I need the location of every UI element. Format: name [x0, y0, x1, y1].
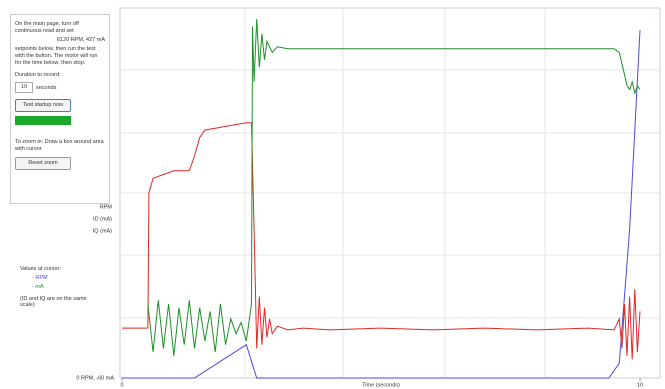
cursor-rpm: - RPM [32, 275, 48, 281]
x-axis-label: Time (seconds) [362, 382, 400, 388]
cursor-ma: - mA [32, 284, 44, 290]
scale-note: (ID and IQ are on the same scale) [20, 296, 87, 308]
test-button[interactable]: Test startup now [15, 99, 71, 112]
reset-zoom-button[interactable]: Reset zoom [15, 157, 71, 170]
cursor-title: Values at cursor: [20, 266, 61, 272]
legend-entry: RPM [100, 204, 113, 210]
series-line [122, 30, 641, 379]
legend-entry: ID (mA) [93, 216, 112, 222]
grid [120, 8, 660, 378]
y-min-label: 0 RPM, -60 mA [76, 375, 114, 381]
instructions: setpoints below, then run the test with … [15, 46, 98, 66]
zoom-hint: To zoom in: Draw a box around area with … [15, 139, 104, 152]
control-panel: On the main page, turn off continuous re… [10, 14, 110, 204]
series-line [122, 122, 641, 360]
duration-label: Duration to record: [15, 72, 61, 78]
duration-input[interactable]: 10 [15, 82, 33, 93]
duration-unit: seconds [36, 84, 57, 91]
x-tick-label: 10 [637, 382, 643, 388]
x-tick-label: 0 [120, 382, 123, 388]
duration-row: 10 seconds [15, 82, 105, 93]
setpoint: 6120 RPM, 427 mA [57, 37, 105, 43]
instructions: On the main page, turn off continuous re… [15, 21, 79, 34]
legend-entry: IQ (mA) [93, 228, 112, 234]
progress-bar [15, 116, 71, 125]
series-line [147, 19, 641, 356]
